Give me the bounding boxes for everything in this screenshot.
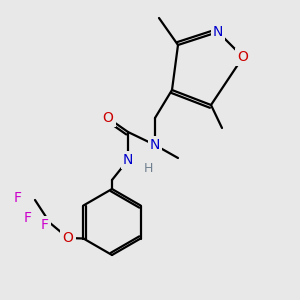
Text: O: O [103, 111, 113, 125]
Text: N: N [213, 25, 223, 39]
Text: H: H [143, 161, 153, 175]
Text: N: N [150, 138, 160, 152]
Text: O: O [63, 231, 74, 245]
Text: O: O [238, 50, 248, 64]
Text: F: F [41, 218, 49, 232]
Text: F: F [14, 191, 22, 205]
Text: N: N [123, 153, 133, 167]
Text: F: F [24, 211, 32, 225]
